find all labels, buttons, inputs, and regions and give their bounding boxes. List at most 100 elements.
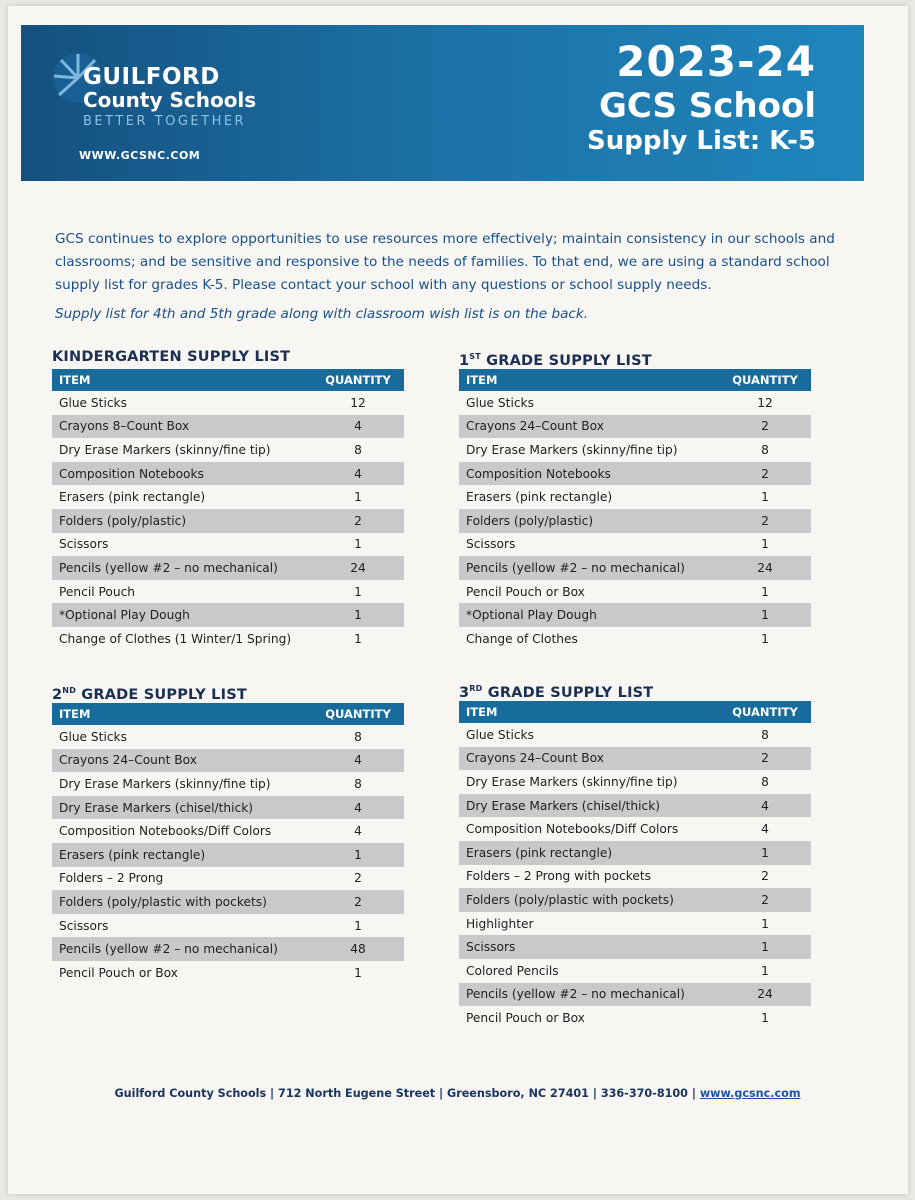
item-quantity: 24	[312, 556, 404, 580]
table-row: Pencil Pouch or Box 1	[459, 1006, 811, 1030]
item-name: Glue Sticks	[59, 729, 127, 744]
item-name: Dry Erase Markers (chisel/thick)	[459, 793, 719, 818]
table-row: Dry Erase Markers (skinny/fine tip) 8	[52, 438, 404, 462]
footer-contact: Guilford County Schools | 712 North Euge…	[0, 1087, 915, 1100]
table-row: Dry Erase Markers (chisel/thick) 4	[52, 795, 404, 820]
table-row: Folders (poly/plastic) 2	[52, 508, 404, 533]
table-row: Pencil Pouch 1	[52, 580, 404, 604]
supply-table: ITEM QUANTITY Glue Sticks 12 Crayons 8–Cou…	[52, 369, 404, 651]
logo-line1: GUILFORD	[83, 64, 220, 90]
item-name: Glue Sticks	[466, 727, 534, 742]
item-quantity: 1	[354, 631, 362, 646]
table-row: Folders (poly/plastic) 2	[459, 508, 811, 533]
table-row: *Optional Play Dough 1	[52, 603, 404, 627]
item-name: Composition Notebooks/Diff Colors	[466, 822, 679, 837]
title-supply: Supply List: K-5	[587, 126, 816, 156]
col-item-header: ITEM	[459, 701, 719, 723]
table-row: Change of Clothes 1	[459, 627, 811, 651]
item-name: Erasers (pink rectangle)	[466, 490, 613, 505]
item-name: Glue Sticks	[59, 395, 127, 410]
item-quantity: 1	[354, 537, 362, 552]
table-row: Folders – 2 Prong with pockets 2	[459, 865, 811, 889]
table-row: Scissors 1	[52, 914, 404, 938]
logo-line2: County Schools	[83, 88, 257, 112]
item-quantity: 1	[719, 935, 811, 959]
table-row: Glue Sticks 8	[52, 725, 404, 749]
table-row: Pencils (yellow #2 – no mechanical) 24	[459, 982, 811, 1007]
item-name: Erasers (pink rectangle)	[459, 840, 719, 865]
item-quantity: 1	[761, 631, 769, 646]
item-quantity: 1	[312, 603, 404, 627]
supply-table: ITEM QUANTITY Glue Sticks 8 Crayons 24–Cou…	[459, 701, 811, 1030]
table-row: Glue Sticks 8	[459, 723, 811, 747]
second-grade-list: 2ND GRADE SUPPLY LIST ITEM QUANTITY Glue…	[52, 679, 404, 985]
item-name: Folders (poly/plastic)	[459, 508, 719, 533]
table-row: Dry Erase Markers (skinny/fine tip) 8	[52, 772, 404, 796]
item-quantity: 2	[761, 869, 769, 884]
item-quantity: 8	[761, 774, 769, 789]
item-name: Crayons 24–Count Box	[459, 414, 719, 439]
supply-table: ITEM QUANTITY Glue Sticks 12 Crayons 24–Co…	[459, 369, 811, 651]
item-quantity: 4	[761, 822, 769, 837]
item-quantity: 1	[354, 918, 362, 933]
header-banner: GUILFORD County Schools BETTER TOGETHER …	[21, 25, 864, 181]
table-row: Dry Erase Markers (skinny/fine tip) 8	[459, 438, 811, 462]
item-quantity: 8	[354, 442, 362, 457]
item-quantity: 2	[354, 871, 362, 886]
col-quantity-header: QUANTITY	[312, 703, 404, 725]
item-name: Pencil Pouch or Box	[59, 965, 178, 980]
third-grade-list: 3RD GRADE SUPPLY LIST ITEM QUANTITY Glue…	[459, 677, 811, 1030]
list-title: KINDERGARTEN SUPPLY LIST	[52, 349, 291, 365]
item-name: Pencil Pouch	[59, 584, 136, 599]
item-name: Erasers (pink rectangle)	[52, 842, 312, 867]
item-quantity: 1	[761, 490, 769, 505]
item-name: Scissors	[59, 918, 109, 933]
table-row: Pencils (yellow #2 – no mechanical) 24	[52, 556, 404, 580]
table-row: Folders (poly/plastic with pockets) 2	[459, 888, 811, 912]
item-quantity: 24	[719, 556, 811, 580]
item-name: Pencils (yellow #2 – no mechanical)	[52, 937, 312, 961]
item-name: Dry Erase Markers (skinny/fine tip)	[466, 774, 678, 789]
item-quantity: 4	[312, 461, 404, 486]
table-row: Crayons 24–Count Box 2	[459, 746, 811, 771]
item-name: Dry Erase Markers (chisel/thick)	[52, 795, 312, 820]
item-quantity: 4	[354, 824, 362, 839]
table-row: Folders (poly/plastic with pockets) 2	[52, 890, 404, 914]
item-quantity: 12	[350, 395, 366, 410]
item-name: Pencil Pouch or Box	[466, 1010, 585, 1025]
supply-table: ITEM QUANTITY Glue Sticks 8 Crayons 24–Cou…	[52, 703, 404, 985]
item-quantity: 2	[312, 890, 404, 914]
website-text: WWW.GCSNC.COM	[79, 149, 201, 162]
item-quantity: 4	[719, 793, 811, 818]
item-name: Pencils (yellow #2 – no mechanical)	[459, 982, 719, 1007]
item-quantity: 4	[312, 748, 404, 773]
item-name: Glue Sticks	[466, 395, 534, 410]
item-name: Crayons 24–Count Box	[52, 748, 312, 773]
item-quantity: 1	[761, 1010, 769, 1025]
document-title: 2023-24 GCS School Supply List: K-5	[587, 37, 816, 157]
table-row: Glue Sticks 12	[52, 391, 404, 415]
table-row: Highlighter 1	[459, 912, 811, 936]
list-title: 2ND GRADE SUPPLY LIST	[52, 686, 247, 703]
footer-website-link[interactable]: www.gcsnc.com	[699, 1087, 801, 1100]
kindergarten-list: KINDERGARTEN SUPPLY LIST ITEM QUANTITY G…	[52, 345, 404, 651]
item-name: Folders – 2 Prong with pockets	[466, 869, 652, 884]
item-name: Crayons 8–Count Box	[52, 414, 312, 439]
item-name: Pencils (yellow #2 – no mechanical)	[52, 556, 312, 580]
item-name: Composition Notebooks	[459, 461, 719, 486]
col-quantity-header: QUANTITY	[719, 369, 811, 391]
item-quantity: 48	[312, 937, 404, 961]
table-row: Pencil Pouch or Box 1	[459, 580, 811, 604]
item-quantity: 2	[719, 888, 811, 912]
item-quantity: 2	[312, 508, 404, 533]
col-quantity-header: QUANTITY	[719, 701, 811, 723]
table-row: Colored Pencils 1	[459, 959, 811, 983]
item-quantity: 8	[354, 776, 362, 791]
item-name: Folders (poly/plastic with pockets)	[52, 890, 312, 914]
item-quantity: 8	[761, 727, 769, 742]
logo-tagline: BETTER TOGETHER	[83, 114, 247, 129]
table-row: *Optional Play Dough 1	[459, 603, 811, 627]
item-name: Scissors	[59, 537, 109, 552]
item-quantity: 1	[354, 965, 362, 980]
logo-wordmark: GUILFORD County Schools BETTER TOGETHER	[83, 65, 256, 131]
